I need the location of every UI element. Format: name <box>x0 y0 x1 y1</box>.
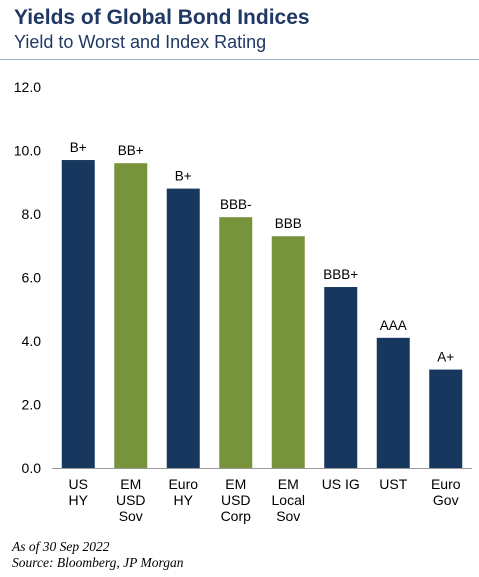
bar <box>166 188 200 468</box>
y-tick-label: 6.0 <box>22 270 42 286</box>
rating-label: BBB+ <box>323 267 358 282</box>
category-label: Gov <box>433 492 459 508</box>
rating-label: B+ <box>70 140 87 155</box>
category-label: US IG <box>322 476 360 492</box>
category-label: Corp <box>221 508 252 524</box>
y-tick-label: 4.0 <box>22 333 42 349</box>
chart-subtitle: Yield to Worst and Index Rating <box>14 32 267 52</box>
bar <box>219 217 253 468</box>
category-label: Sov <box>119 508 143 524</box>
y-tick-label: 0.0 <box>22 460 42 476</box>
rating-label: B+ <box>175 169 192 184</box>
title-divider <box>0 59 479 60</box>
chart-title: Yields of Global Bond Indices <box>14 6 310 29</box>
source-note: Source: Bloomberg, JP Morgan <box>12 555 184 570</box>
category-label: UST <box>379 476 407 492</box>
category-label: US <box>69 476 88 492</box>
category-label: EM <box>225 476 246 492</box>
as-of-note: As of 30 Sep 2022 <box>12 539 110 554</box>
y-tick-label: 2.0 <box>22 397 42 413</box>
category-label: USD <box>221 492 251 508</box>
y-tick-label: 12.0 <box>14 79 41 95</box>
y-tick-label: 8.0 <box>22 206 42 222</box>
rating-label: BBB <box>275 216 302 231</box>
bar <box>114 163 148 468</box>
category-label: HY <box>69 492 89 508</box>
bar <box>324 287 358 468</box>
category-label: Local <box>272 492 305 508</box>
category-label: HY <box>174 492 194 508</box>
rating-label: A+ <box>437 350 454 365</box>
rating-label: BBB- <box>220 197 252 212</box>
y-tick-label: 10.0 <box>14 143 41 159</box>
category-label: USD <box>116 492 146 508</box>
bar <box>376 337 410 468</box>
rating-label: BB+ <box>118 143 144 158</box>
category-label: Euro <box>431 476 461 492</box>
category-label: Sov <box>276 508 300 524</box>
category-label: Euro <box>168 476 198 492</box>
bar <box>271 236 305 468</box>
category-label: EM <box>120 476 141 492</box>
category-label: EM <box>278 476 299 492</box>
rating-label: AAA <box>380 318 407 333</box>
bar <box>61 160 95 468</box>
bar <box>429 369 463 468</box>
